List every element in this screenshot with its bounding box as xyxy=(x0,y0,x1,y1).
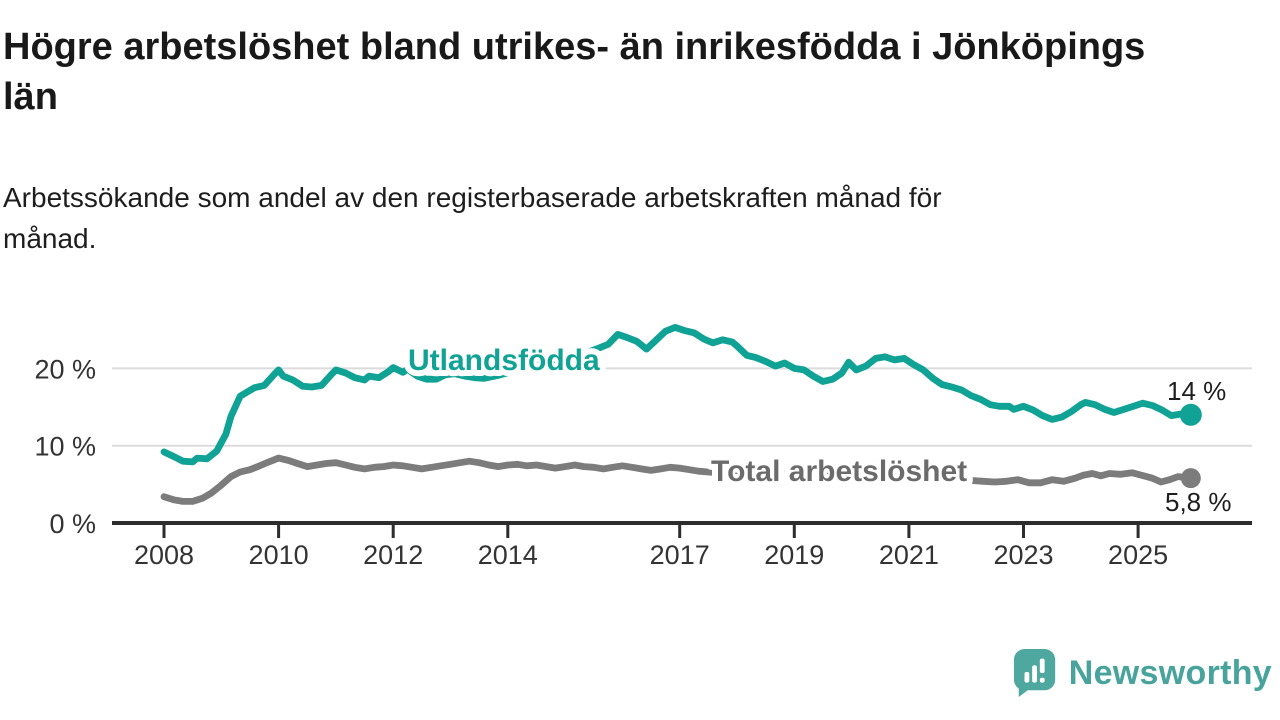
x-axis-tick-label: 2017 xyxy=(650,540,710,570)
newsworthy-logo: Newsworthy xyxy=(1013,648,1272,698)
x-axis: 0 % 10 % 20 % 2008 2010 2012 2014 2017 2019 2021 2… xyxy=(34,354,1252,570)
line-utlandsfodda xyxy=(160,323,1195,466)
chart-subtitle: Arbetssökande som andel av den registerb… xyxy=(3,182,942,254)
x-axis-tick-label: 2012 xyxy=(363,540,423,570)
end-dot-utlandsfodda xyxy=(1179,403,1202,426)
x-axis-tick-label: 2023 xyxy=(993,540,1053,570)
newsworthy-logo-text: Newsworthy xyxy=(1068,653,1272,692)
y-axis-tick-label: 20 % xyxy=(34,354,96,384)
x-axis-tick-label: 2025 xyxy=(1108,540,1168,570)
end-value-label-total: 5,8 % xyxy=(1165,487,1232,517)
unemployment-line-chart: 0 % 10 % 20 % 2008 2010 2012 2014 2017 2019 2021 2… xyxy=(34,323,1252,570)
x-axis-tick-label: 2019 xyxy=(764,540,824,570)
x-axis-tick-label: 2010 xyxy=(249,540,309,570)
line-total-arbetsloshet xyxy=(160,454,1195,505)
x-axis-tick-label: 2008 xyxy=(134,540,194,570)
y-axis-tick-label: 0 % xyxy=(49,509,96,539)
series-label-total-arbetsloshet: Total arbetslöshet xyxy=(711,455,967,488)
end-value-label-utlandsfodda: 14 % xyxy=(1167,376,1226,406)
chart-annotations: Utlandsfödda Total arbetslöshet 14 % 5,8… xyxy=(402,338,1232,517)
gridlines xyxy=(112,367,1252,447)
y-axis-tick-label: 10 % xyxy=(34,432,96,462)
page-title: Högre arbetslöshet bland utrikes- än inr… xyxy=(3,26,1146,119)
x-axis-tick-label: 2014 xyxy=(478,540,538,570)
series-lines xyxy=(160,323,1202,505)
newsworthy-speech-bubble-bar-chart-icon xyxy=(1013,649,1055,697)
series-label-utlandsfodda: Utlandsfödda xyxy=(408,344,600,377)
x-axis-tick-label: 2021 xyxy=(879,540,939,570)
end-dot-total-arbetsloshet xyxy=(1180,468,1201,489)
